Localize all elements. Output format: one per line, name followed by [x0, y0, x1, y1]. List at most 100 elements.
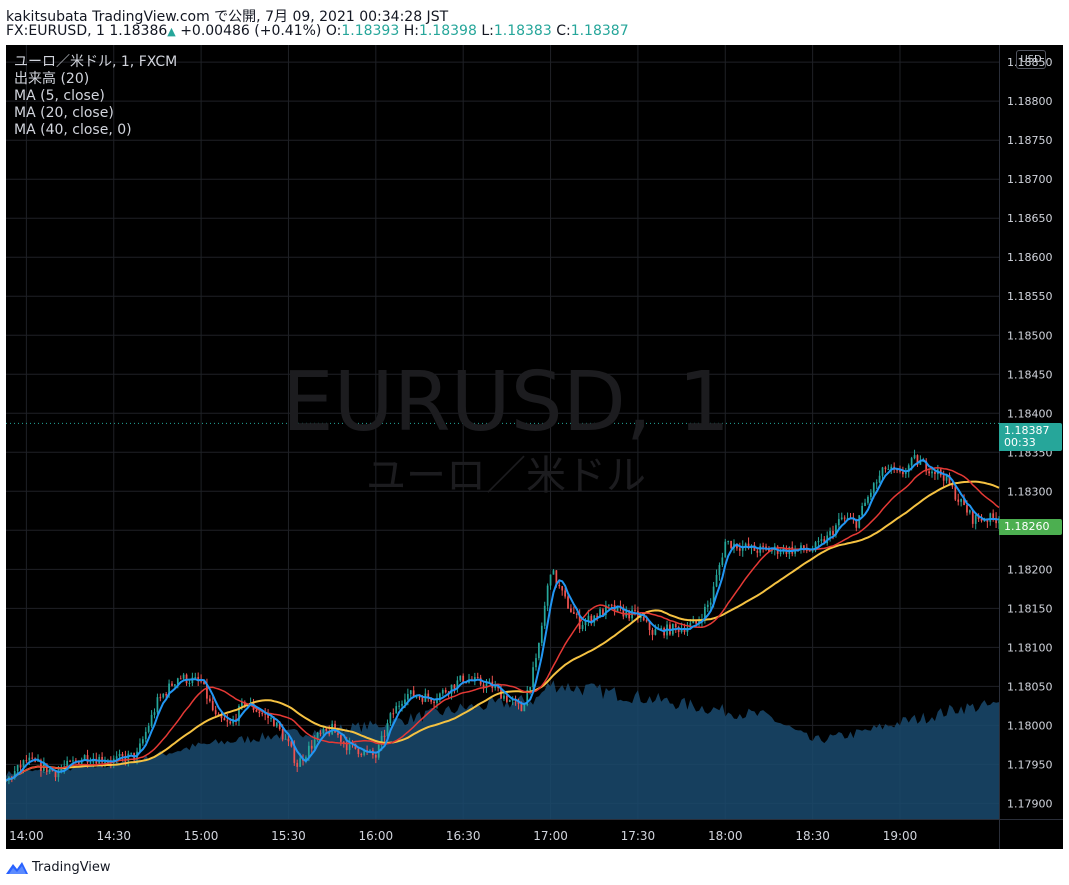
candle-body: [13, 771, 16, 779]
candle-body: [159, 697, 162, 699]
candle-body: [607, 604, 610, 606]
candle-body: [101, 756, 103, 763]
candle-body: [549, 574, 552, 586]
candle-body: [223, 718, 226, 721]
candle-body: [596, 615, 599, 618]
candle-body: [322, 728, 325, 734]
candle-body: [270, 717, 272, 719]
candle-body: [765, 546, 767, 549]
candle-body: [281, 729, 284, 740]
close-value: 1.18387: [570, 23, 629, 39]
candle-body: [724, 541, 727, 558]
candle-body: [736, 543, 738, 549]
y-tick-label: 1.18700: [1007, 173, 1053, 186]
candle-body: [31, 757, 34, 759]
candle-body: [555, 570, 558, 585]
candle-body: [811, 550, 814, 552]
candle-body: [255, 709, 258, 712]
legend-volume[interactable]: 出来高 (20): [14, 71, 90, 87]
x-tick-label: 17:00: [533, 829, 568, 843]
x-tick-label: 14:30: [96, 829, 131, 843]
watermark-name: ユーロ／米ドル: [366, 453, 646, 499]
candle-body: [570, 608, 572, 613]
candle-body: [741, 546, 744, 551]
candle-body: [715, 574, 718, 587]
volume-area: [6, 680, 999, 819]
candle-body: [174, 684, 176, 686]
y-tick-label: 1.18000: [1007, 719, 1053, 732]
candle-body: [342, 741, 345, 743]
candle-body: [727, 540, 730, 542]
candle-body: [904, 471, 907, 475]
candle-body: [313, 739, 316, 749]
candle-body: [867, 496, 869, 503]
candle-body: [357, 748, 360, 755]
candle-body: [820, 539, 823, 541]
footer-brand[interactable]: TradingView: [6, 858, 111, 876]
x-tick-label: 15:30: [271, 829, 306, 843]
candle-body: [651, 630, 654, 635]
candle-body: [115, 756, 118, 759]
candle-body: [389, 713, 392, 724]
candle-body: [584, 620, 587, 626]
x-tick-label: 18:00: [708, 829, 743, 843]
candle-body: [153, 712, 156, 715]
candle-body: [957, 499, 960, 502]
candle-body: [747, 543, 750, 549]
candle-body: [878, 475, 881, 483]
candle-body: [69, 760, 71, 762]
candle-body: [581, 625, 584, 630]
candle-body: [211, 701, 214, 711]
candle-body: [383, 735, 386, 737]
candle-body: [660, 628, 663, 630]
candle-body: [960, 498, 963, 502]
candle-body: [730, 540, 732, 548]
legend-ma5[interactable]: MA (5, close): [14, 88, 105, 104]
symbol-watermark: EURUSD, 1 ユーロ／米ドル: [276, 355, 736, 501]
candle-body: [599, 609, 601, 618]
candle-body: [398, 705, 400, 707]
candle-body: [238, 706, 240, 722]
legend-ma20[interactable]: MA (20, close): [14, 105, 114, 121]
candle-body: [648, 621, 651, 631]
candle-body: [709, 602, 712, 605]
candle-body: [22, 760, 25, 768]
brand-name: TradingView: [32, 859, 111, 875]
candle-body: [677, 627, 680, 632]
candle-body: [575, 613, 578, 615]
candle-body: [916, 455, 919, 465]
candle-body: [971, 510, 974, 524]
close-label: C:: [556, 23, 571, 39]
chart-area[interactable]: 1.17900 1.17950 1.18000 1.18050 1.18100 1.181…: [6, 45, 1063, 849]
candle-body: [220, 714, 223, 719]
legend-title[interactable]: ユーロ／米ドル, 1, FXCM: [14, 54, 178, 70]
open-value: 1.18393: [341, 23, 400, 39]
candle-body: [928, 471, 930, 474]
candle-body: [179, 678, 182, 680]
last-price-tag: 1.18387 00:33: [999, 423, 1062, 451]
candle-body: [779, 552, 782, 554]
candle-body: [450, 684, 453, 694]
x-tick-label: 16:00: [359, 829, 394, 843]
candle-body: [118, 753, 121, 757]
legend-ma40[interactable]: MA (40, close, 0): [14, 122, 132, 138]
candle-body: [907, 465, 910, 472]
candle-body: [83, 755, 86, 760]
open-label: O:: [325, 23, 342, 39]
candle-body: [75, 760, 77, 762]
currency-button[interactable]: USD: [1016, 50, 1046, 69]
candle-body: [104, 762, 106, 764]
candle-body: [229, 721, 232, 724]
candle-body: [316, 732, 319, 740]
candle-body: [206, 684, 208, 699]
candle-body: [57, 770, 60, 778]
candle-body: [307, 745, 310, 758]
candle-body: [587, 615, 590, 621]
candle-body: [241, 701, 243, 707]
ma40-line: [6, 480, 1000, 782]
candle-body: [124, 756, 127, 762]
candle-body: [176, 678, 179, 685]
candle-body: [363, 750, 366, 755]
candle-body: [48, 769, 51, 772]
candle-body: [922, 460, 925, 462]
